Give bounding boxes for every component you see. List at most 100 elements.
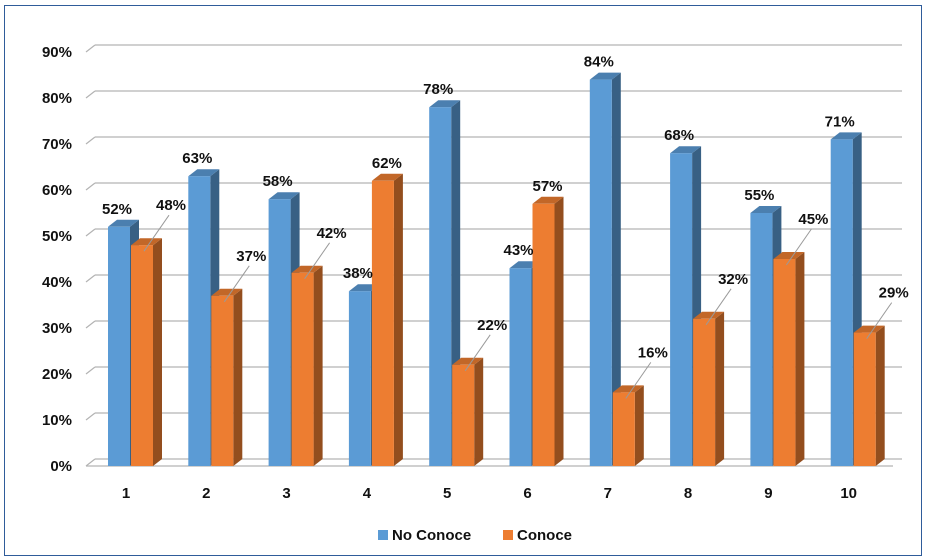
bar-conoce-9 bbox=[773, 252, 805, 466]
bar-top bbox=[188, 169, 220, 177]
bar-front bbox=[853, 332, 876, 466]
bar-side bbox=[313, 265, 323, 466]
bar-side bbox=[554, 196, 564, 467]
gridline-depth bbox=[85, 366, 96, 375]
gridline-depth bbox=[85, 90, 96, 99]
bar-top bbox=[670, 146, 702, 154]
legend-item-no-conoce: No Conoce bbox=[378, 527, 471, 544]
bar-front bbox=[830, 139, 853, 466]
bar-conoce-5 bbox=[452, 357, 484, 466]
bar-front bbox=[188, 176, 211, 466]
data-label: 22% bbox=[477, 317, 507, 334]
gridline-depth bbox=[85, 136, 96, 145]
data-label: 62% bbox=[372, 155, 402, 172]
bar-side bbox=[611, 72, 621, 466]
y-tick-label: 30% bbox=[42, 320, 72, 337]
label-leader bbox=[143, 214, 170, 252]
legend-swatch bbox=[503, 530, 513, 540]
label-leader bbox=[625, 362, 652, 399]
bar-side bbox=[393, 173, 403, 467]
x-tick-label: 6 bbox=[523, 485, 531, 502]
data-label: 57% bbox=[532, 178, 562, 195]
y-tick-label: 10% bbox=[42, 412, 72, 429]
bar-top bbox=[268, 192, 300, 200]
legend-item-conoce: Conoce bbox=[503, 527, 572, 544]
data-label: 38% bbox=[343, 265, 373, 282]
gridline-depth bbox=[85, 274, 96, 283]
x-axis-ticks: 1 2 3 4 5 6 7 8 9 10 bbox=[122, 485, 857, 502]
data-label: 58% bbox=[263, 173, 293, 190]
data-label: 29% bbox=[879, 285, 909, 302]
data-label: 68% bbox=[664, 127, 694, 144]
label-leader bbox=[464, 334, 491, 372]
gridline-depth bbox=[85, 320, 96, 329]
x-tick-label: 1 bbox=[122, 485, 130, 502]
y-tick-label: 0% bbox=[50, 458, 72, 475]
x-tick-label: 8 bbox=[684, 485, 692, 502]
bar-top bbox=[830, 132, 862, 140]
data-label: 16% bbox=[638, 344, 668, 361]
data-label: 52% bbox=[102, 201, 132, 218]
x-tick-label: 7 bbox=[604, 485, 612, 502]
x-tick-label: 10 bbox=[840, 485, 857, 502]
bar-top bbox=[108, 219, 139, 227]
gridline-depth bbox=[85, 44, 96, 53]
data-label: 32% bbox=[718, 271, 748, 288]
bar-top bbox=[429, 100, 461, 108]
data-label: 37% bbox=[236, 248, 266, 265]
label-leader bbox=[223, 265, 250, 303]
legend: No Conoce Conoce bbox=[378, 527, 572, 544]
data-label: 42% bbox=[317, 225, 347, 242]
bar-conoce-1 bbox=[131, 238, 162, 466]
bar-side bbox=[634, 385, 644, 466]
bar-top bbox=[773, 252, 805, 259]
bar-front bbox=[693, 318, 716, 466]
gridline-depth bbox=[85, 228, 96, 237]
bar-top bbox=[452, 357, 484, 365]
data-label: 45% bbox=[798, 211, 828, 228]
data-labels: 52% 48% 63% 37% 58% 42% 38% 62% 78% 22% 43% 57% 84% 1… bbox=[102, 54, 909, 399]
bar-conoce-3 bbox=[291, 265, 323, 466]
x-tick-label: 4 bbox=[363, 485, 372, 502]
bar-side bbox=[875, 325, 885, 466]
label-leader bbox=[705, 288, 732, 326]
x-tick-label: 5 bbox=[443, 485, 451, 502]
bar-conoce-4 bbox=[371, 173, 403, 467]
bar-side bbox=[153, 238, 162, 466]
data-label: 55% bbox=[744, 187, 774, 204]
label-leader bbox=[785, 228, 812, 266]
data-label: 78% bbox=[423, 81, 453, 98]
bar-side bbox=[233, 288, 243, 466]
bar-front bbox=[532, 203, 555, 467]
data-label: 48% bbox=[156, 197, 186, 214]
bar-front bbox=[509, 268, 532, 466]
gridline-depth bbox=[85, 412, 96, 421]
data-label: 71% bbox=[825, 113, 855, 130]
bar-conoce-2 bbox=[211, 288, 243, 466]
label-leader bbox=[866, 302, 893, 339]
bar-conoce-7 bbox=[612, 385, 644, 466]
bar-front bbox=[429, 107, 452, 466]
bar-front bbox=[589, 79, 612, 466]
bar-front bbox=[268, 199, 291, 466]
x-tick-label: 2 bbox=[202, 485, 210, 502]
bar-top bbox=[853, 325, 885, 333]
y-tick-label: 40% bbox=[42, 274, 72, 291]
bar-front bbox=[108, 226, 130, 466]
bar-side bbox=[474, 357, 484, 466]
bar-conoce-8 bbox=[693, 311, 725, 466]
bar-front bbox=[371, 180, 394, 467]
gridline-depth bbox=[85, 458, 96, 467]
bar-top bbox=[371, 173, 403, 181]
bar-front bbox=[131, 245, 153, 466]
y-tick-label: 20% bbox=[42, 366, 72, 383]
bar-front bbox=[452, 364, 475, 466]
bar-side bbox=[795, 252, 805, 466]
y-tick-label: 70% bbox=[42, 136, 72, 153]
bar-front bbox=[773, 259, 796, 466]
bar-front bbox=[348, 291, 371, 466]
data-label: 63% bbox=[182, 150, 212, 167]
bars bbox=[108, 72, 885, 467]
legend-swatch bbox=[378, 530, 388, 540]
